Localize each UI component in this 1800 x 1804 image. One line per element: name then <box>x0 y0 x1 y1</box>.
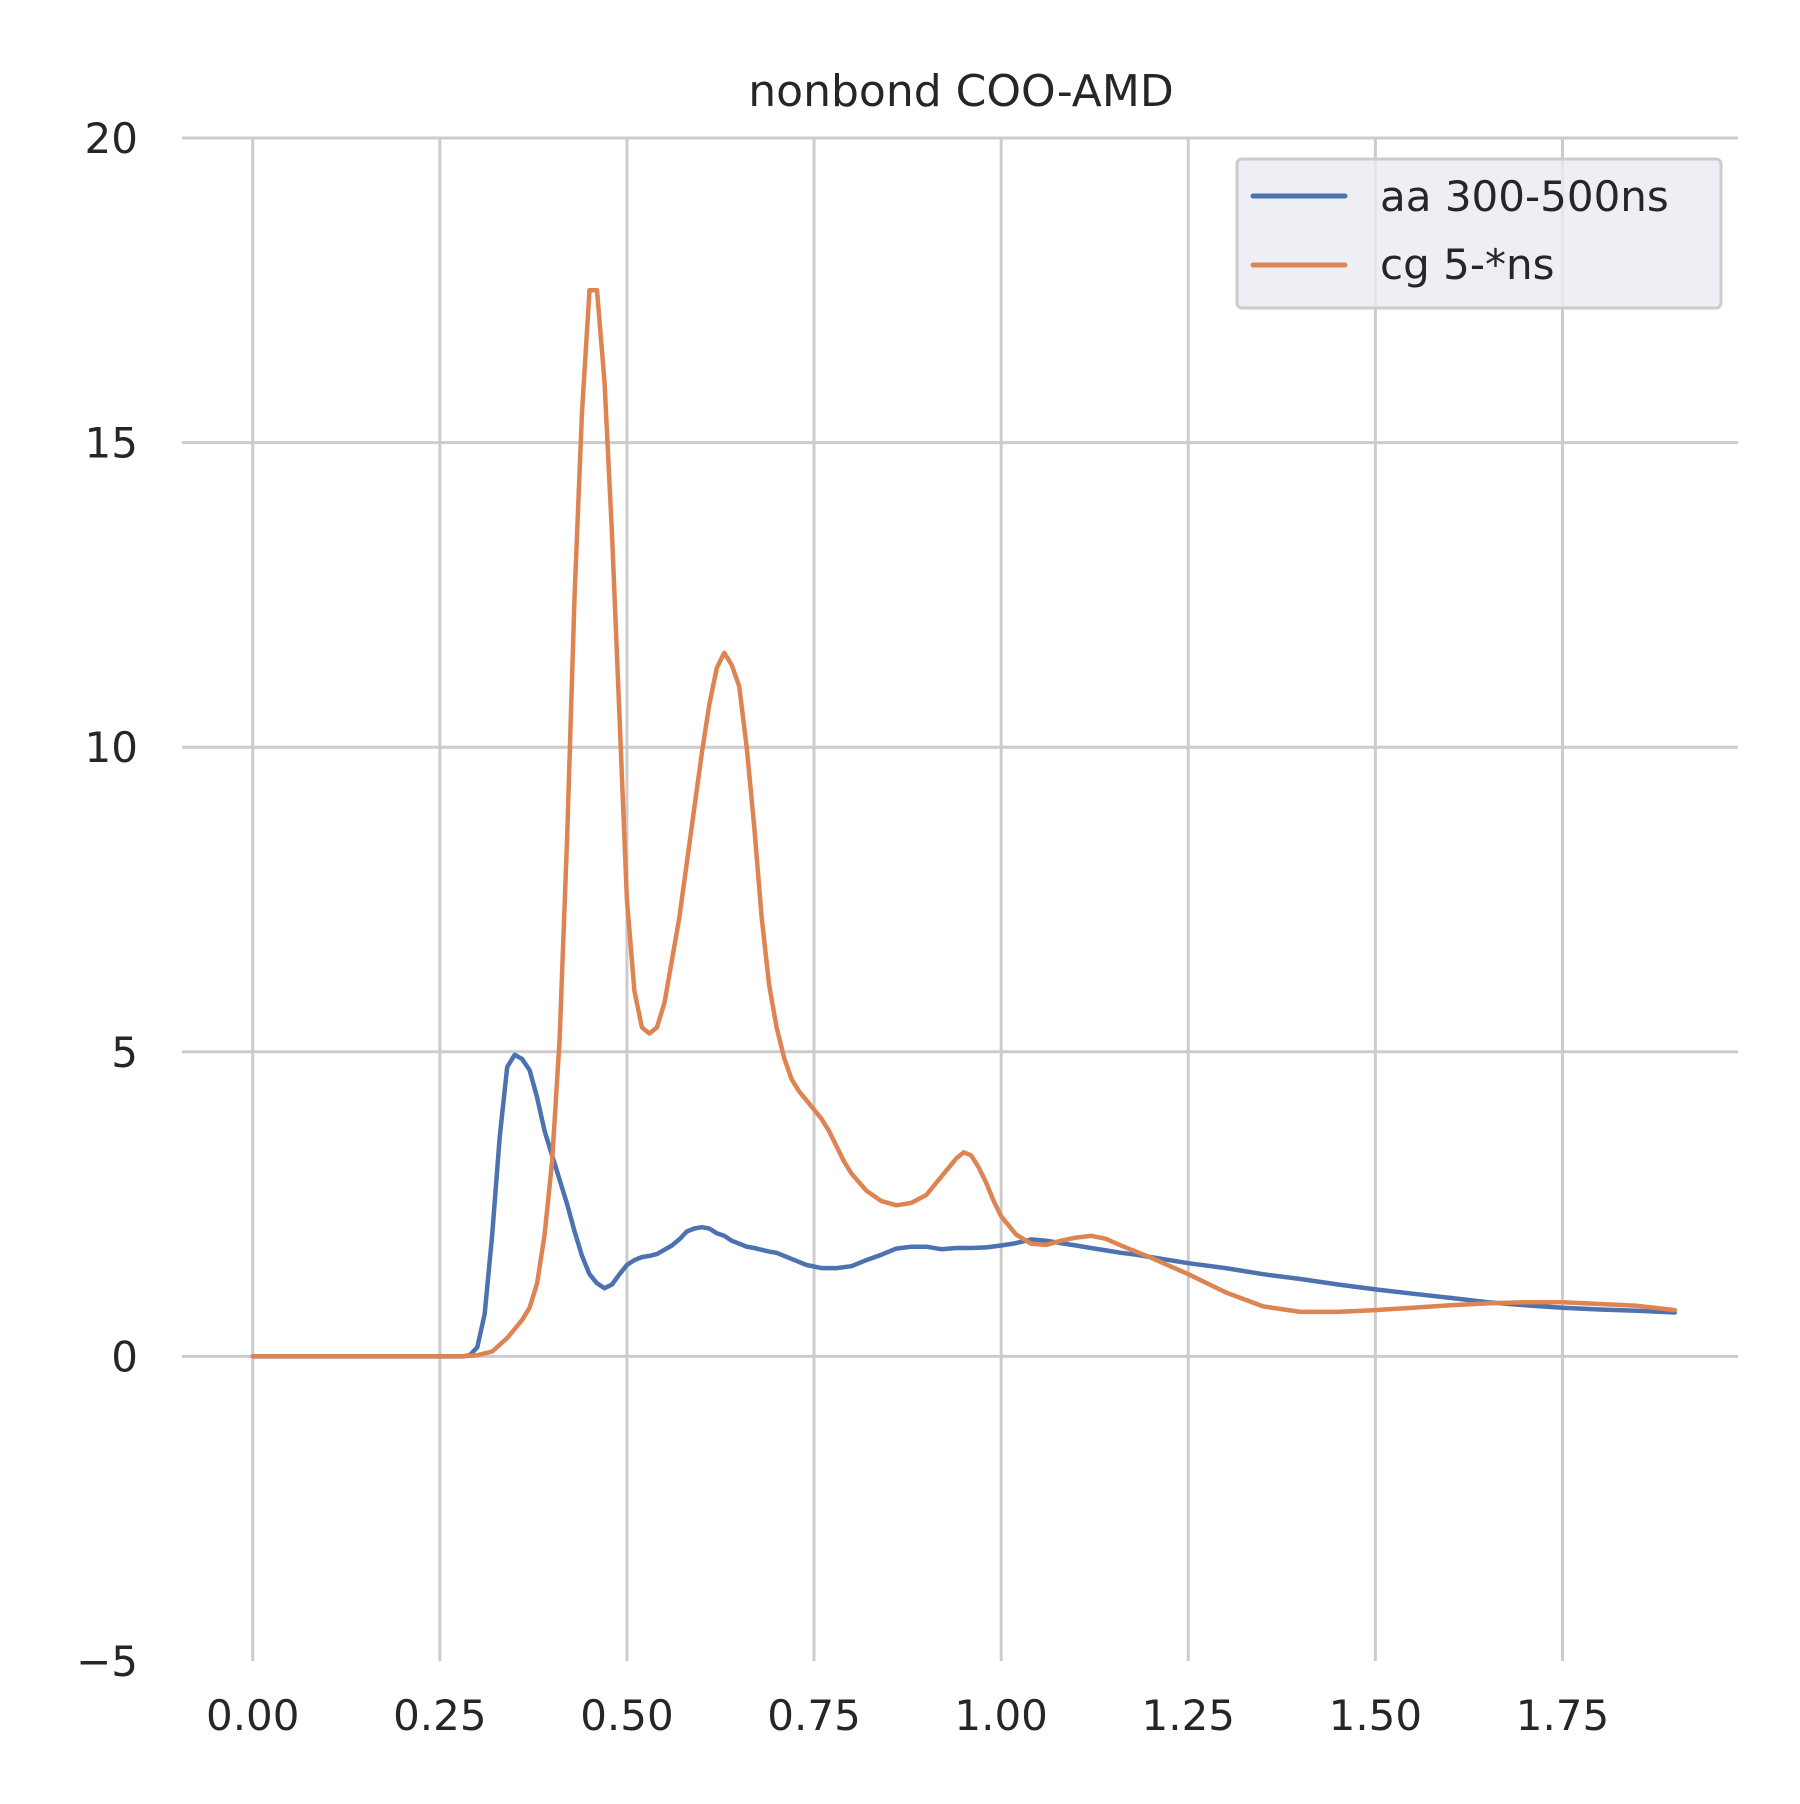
legend: aa 300-500ns cg 5-*ns <box>1235 157 1723 310</box>
x-tick-label: 0.00 <box>206 1691 300 1740</box>
y-tick-label: 5 <box>111 1028 138 1077</box>
series-line-aa <box>250 1052 1678 1359</box>
x-tick-label: 1.75 <box>1516 1691 1610 1740</box>
grid-lines <box>182 136 1738 1661</box>
legend-box <box>1235 157 1723 310</box>
legend-label-cg: cg 5-*ns <box>1380 240 1554 289</box>
x-tick-label: 1.00 <box>954 1691 1048 1740</box>
x-tick-label: 0.25 <box>393 1691 487 1740</box>
chart-title: nonbond COO-AMD <box>748 66 1173 117</box>
y-tick-label: −5 <box>76 1637 138 1686</box>
y-tick-label: 15 <box>85 419 138 468</box>
x-tick-label: 1.25 <box>1142 1691 1236 1740</box>
series-line-cg <box>250 288 1678 1359</box>
y-axis-ticks: −5 0 5 10 15 20 <box>76 114 138 1686</box>
y-tick-label: 0 <box>111 1332 138 1381</box>
x-tick-label: 0.75 <box>767 1691 861 1740</box>
x-tick-label: 0.50 <box>580 1691 674 1740</box>
x-axis-ticks: 0.00 0.25 0.50 0.75 1.00 1.25 1.50 1.75 <box>206 1691 1609 1740</box>
legend-label-aa: aa 300-500ns <box>1380 172 1669 221</box>
y-tick-label: 10 <box>85 723 138 772</box>
y-tick-label: 20 <box>85 114 138 163</box>
series-lines <box>250 288 1678 1359</box>
x-tick-label: 1.50 <box>1329 1691 1423 1740</box>
